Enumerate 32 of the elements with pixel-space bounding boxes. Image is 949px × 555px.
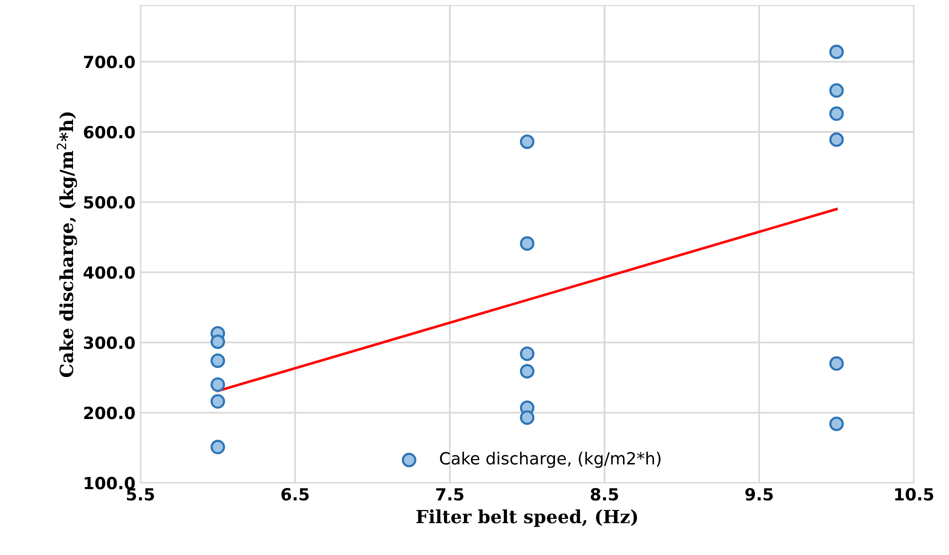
point [520, 410, 534, 425]
y-tick-label: 100.0 [84, 476, 135, 490]
point [829, 356, 844, 371]
point [210, 334, 226, 350]
point [829, 416, 844, 432]
x-tick-label: 9.5 [745, 488, 773, 501]
point [210, 394, 226, 409]
y-axis-title: Cake discharge, (kg/m$^{2}$*h) [56, 112, 78, 378]
point [210, 353, 226, 368]
point [520, 134, 534, 149]
point [829, 83, 844, 98]
y-tick-label: 300.0 [84, 336, 135, 350]
point [829, 132, 844, 147]
x-axis-title: Filter belt speed, (Hz) [416, 509, 638, 527]
legend-label: Cake discharge, (kg/m2*h) [440, 452, 660, 468]
y-tick-label: 400.0 [84, 266, 135, 279]
x-tick-label: 10.5 [895, 488, 934, 501]
point [829, 106, 844, 121]
x-tick-label: 5.5 [126, 488, 154, 501]
point [829, 44, 844, 60]
point [520, 346, 534, 361]
x-tick-label: 6.5 [281, 488, 309, 501]
point [210, 440, 226, 454]
y-tick-label: 600.0 [84, 126, 135, 138]
y-tick-label: 700.0 [84, 56, 135, 68]
point [520, 236, 534, 251]
y-tick-label: 200.0 [84, 406, 135, 420]
y-tick-label: 500.0 [84, 196, 135, 209]
point [520, 364, 534, 378]
point [210, 377, 226, 392]
x-tick-label: 8.5 [590, 488, 618, 501]
x-tick-label: 7.5 [436, 488, 464, 501]
